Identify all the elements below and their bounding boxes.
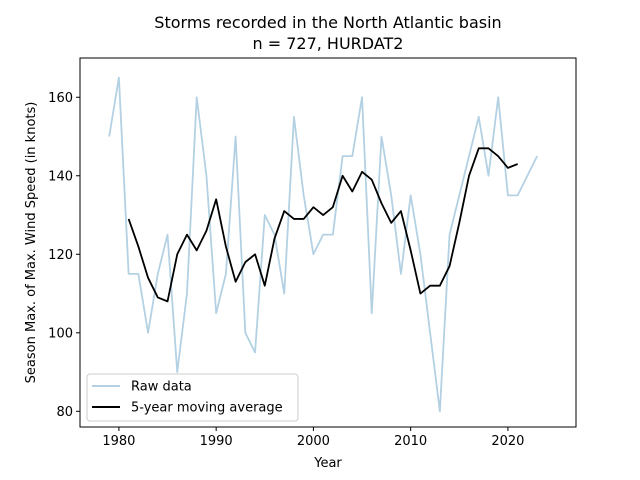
ticks-layer: 1980 1990 2000 2010 2020 80 100 120 140 160 bbox=[48, 91, 524, 449]
legend-label-raw-data: Raw data bbox=[131, 380, 192, 395]
x-axis-label: Year bbox=[313, 456, 342, 471]
legend-box bbox=[86, 373, 299, 422]
x-tick-label: 2010 bbox=[394, 434, 427, 449]
y-axis-label: Season Max. of Max. Wind Speed (in knots… bbox=[24, 102, 39, 384]
x-tick-label: 2000 bbox=[297, 434, 330, 449]
x-tick-label: 1990 bbox=[200, 434, 233, 449]
series-line-moving-average bbox=[127, 147, 518, 303]
y-tick-label: 160 bbox=[48, 91, 73, 106]
legend-label-moving-average: 5-year moving average bbox=[131, 401, 283, 416]
plot-area bbox=[80, 58, 576, 427]
x-tick-label: 1980 bbox=[102, 434, 135, 449]
chart-subtitle: n = 727, HURDAT2 bbox=[253, 34, 404, 53]
y-tick-label: 140 bbox=[48, 169, 73, 184]
plot-frame bbox=[79, 57, 577, 428]
series-layer bbox=[108, 76, 538, 413]
y-tick-label: 120 bbox=[48, 248, 73, 263]
legend: Raw data 5-year moving average bbox=[86, 373, 299, 422]
y-tick-label: 80 bbox=[56, 405, 73, 420]
series-line-raw-data bbox=[108, 76, 538, 413]
x-tick-label: 2020 bbox=[491, 434, 524, 449]
chart-title: Storms recorded in the North Atlantic ba… bbox=[154, 13, 501, 32]
y-tick-label: 100 bbox=[48, 326, 73, 341]
